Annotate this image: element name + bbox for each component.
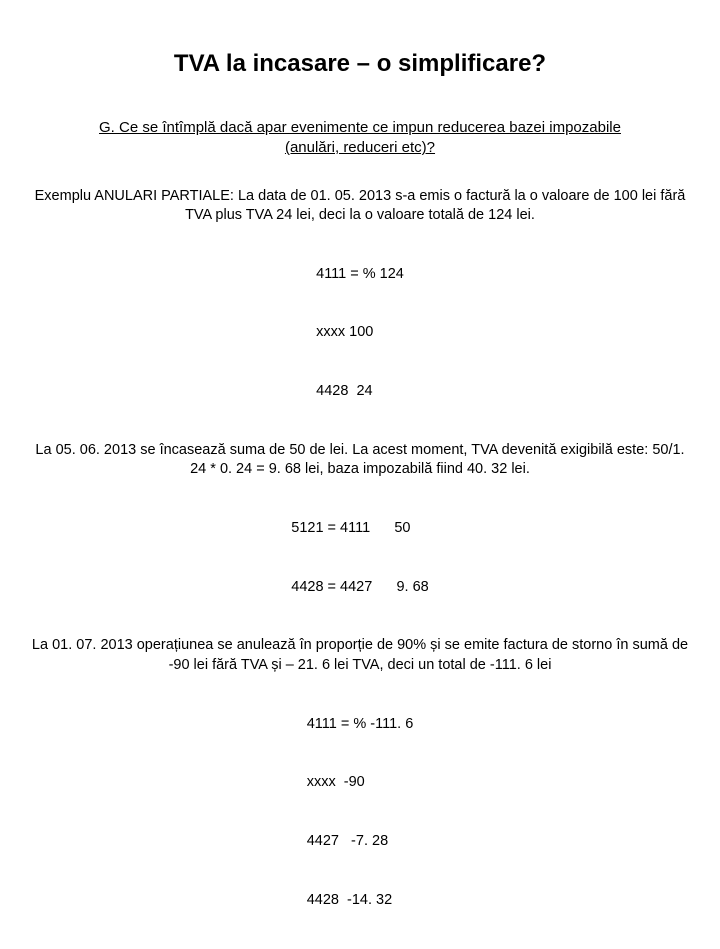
- ledger-line: 4428 24: [316, 382, 404, 402]
- ledger-line: xxxx 100: [316, 323, 404, 343]
- paragraph-3: La 01. 07. 2013 operațiunea se anulează …: [30, 636, 690, 675]
- ledger-line: 5121 = 4111 50: [291, 519, 428, 539]
- ledger-line: 4428 = 4427 9. 68: [291, 578, 428, 598]
- slide-subtitle: G. Ce se întîmplă dacă apar evenimente c…: [80, 118, 640, 159]
- paragraph-1: Exemplu ANULARI PARTIALE: La data de 01.…: [30, 187, 690, 226]
- ledger-line: 4111 = % 124: [316, 265, 404, 285]
- ledger-line: 4428 -14. 32: [307, 891, 414, 911]
- ledger-block-2: 5121 = 4111 50 4428 = 4427 9. 68: [291, 480, 428, 637]
- paragraph-2: La 05. 06. 2013 se încasează suma de 50 …: [30, 441, 690, 480]
- ledger-line: xxxx -90: [307, 773, 414, 793]
- slide-body: Exemplu ANULARI PARTIALE: La data de 01.…: [30, 187, 690, 949]
- ledger-block-3: 4111 = % -111. 6 xxxx -90 4427 -7. 28 44…: [307, 676, 414, 949]
- slide: TVA la incasare – o simplificare? G. Ce …: [0, 0, 720, 540]
- ledger-line: 4427 -7. 28: [307, 832, 414, 852]
- slide-title: TVA la incasare – o simplificare?: [30, 50, 690, 78]
- ledger-line: 4111 = % -111. 6: [307, 715, 414, 735]
- ledger-block-1: 4111 = % 124 xxxx 100 4428 24: [316, 226, 404, 441]
